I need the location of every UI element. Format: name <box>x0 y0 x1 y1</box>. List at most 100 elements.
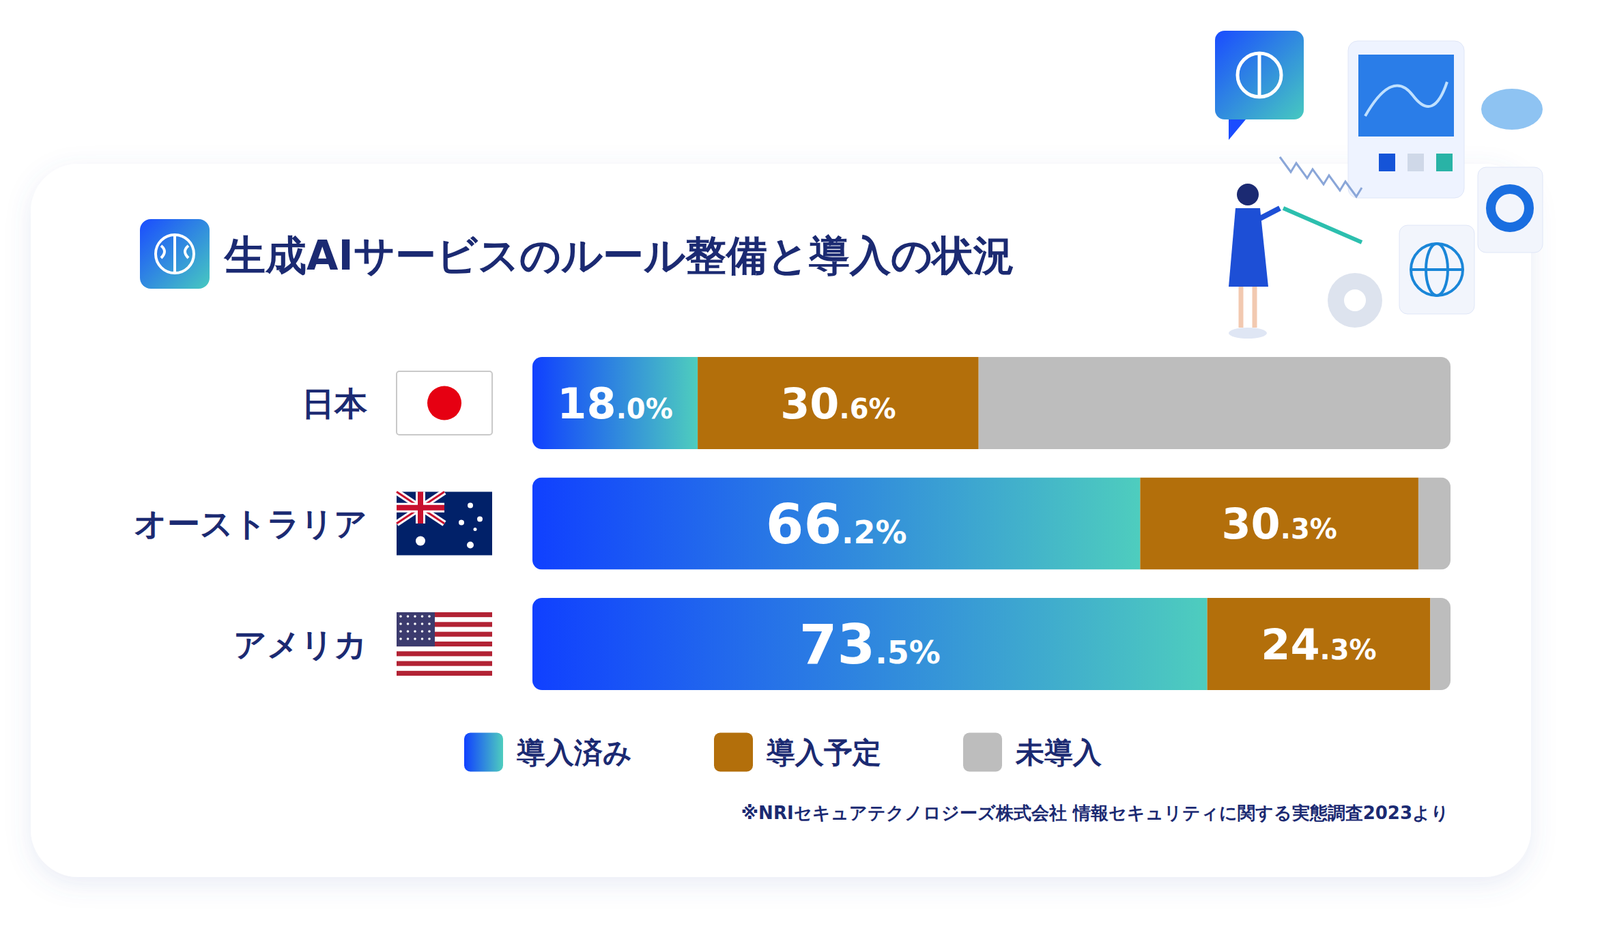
data-label-sub: .5% <box>875 634 941 671</box>
legend-label: 未導入 <box>1015 735 1103 770</box>
category-label: 日本 <box>301 384 368 423</box>
flag-star <box>427 637 431 641</box>
bar-segment <box>532 477 1140 570</box>
data-label-sub: .6% <box>838 393 896 425</box>
legend-swatch <box>713 733 753 773</box>
category-label: オーストラリア <box>133 504 368 543</box>
data-label-main: 66 <box>765 492 842 557</box>
deco-shadow <box>1228 327 1267 339</box>
flag-star <box>421 615 424 618</box>
flag-star <box>427 630 431 633</box>
bar-row <box>532 597 1451 691</box>
flag-star <box>467 503 474 509</box>
flag-star <box>406 615 410 618</box>
flag-star <box>413 615 417 618</box>
flag-star <box>458 520 465 526</box>
deco-gear <box>1344 289 1366 312</box>
deco-panel <box>1477 167 1543 253</box>
deco-person <box>1252 286 1258 328</box>
deco-key <box>1436 153 1453 172</box>
data-label-main: 24 <box>1260 619 1320 670</box>
flag <box>396 492 493 556</box>
deco-person <box>1260 208 1280 219</box>
source-note: ※NRIセキュアテクノロジーズ株式会社 情報セキュリティに関する実態調査2023… <box>741 802 1450 824</box>
bar-segment <box>978 356 1451 450</box>
flag-star <box>413 622 417 626</box>
flag-star <box>399 637 403 641</box>
deco-brain <box>1237 53 1282 97</box>
deco-bar <box>1283 208 1362 243</box>
deco-person <box>1236 183 1259 206</box>
category-label: アメリカ <box>233 625 368 664</box>
flag-star <box>406 637 410 641</box>
bar-segment <box>1430 597 1451 691</box>
flag-stripe <box>396 670 493 676</box>
title-icon-brain <box>155 234 194 274</box>
flag-field <box>396 612 493 676</box>
title-icon <box>139 219 210 289</box>
flag-cross <box>396 492 445 525</box>
data-label-main: 30 <box>780 378 839 429</box>
flag-stripe <box>396 661 493 667</box>
deco-panel <box>1348 40 1465 198</box>
bar-segment <box>532 597 1208 691</box>
card <box>30 163 1532 878</box>
bar-segment <box>1418 477 1451 570</box>
data-label: 73.5% <box>799 612 941 677</box>
deco-globe <box>1410 243 1463 296</box>
deco-line <box>1365 81 1448 117</box>
flag-star <box>406 630 410 633</box>
data-label-sub: .3% <box>1280 513 1338 545</box>
title-icon-brain <box>173 234 177 274</box>
deco-cloud <box>1481 88 1543 130</box>
flag-cross <box>417 492 424 525</box>
deco-gear <box>1327 273 1383 328</box>
flag-disc <box>427 386 462 421</box>
title: 生成AIサービスのルール整備と導入の状況 <box>223 231 1015 280</box>
flag-stripe <box>396 651 493 656</box>
flag-cross <box>396 492 445 525</box>
flag <box>396 612 493 676</box>
flag-star <box>421 630 424 633</box>
flag-star <box>466 541 474 549</box>
flag-star <box>399 615 403 618</box>
flag-field <box>396 371 493 435</box>
flag-star <box>473 527 478 532</box>
data-label: 24.3% <box>1260 619 1377 670</box>
title-icon-brain <box>161 245 189 259</box>
illustration <box>1215 30 1543 339</box>
bar-segment <box>697 356 979 450</box>
bar-row <box>532 477 1451 570</box>
flag-star <box>413 637 417 641</box>
deco-tail <box>1228 119 1246 140</box>
chart-svg: 生成AIサービスのルール整備と導入の状況18.0%30.6%66.2%30.3%… <box>0 0 1600 931</box>
data-label-main: 30 <box>1221 498 1280 549</box>
deco-brain <box>1258 53 1262 97</box>
chart-root: 生成AIサービスのルール整備と導入の状況18.0%30.6%66.2%30.3%… <box>0 0 1600 931</box>
deco-screen <box>1358 54 1454 137</box>
deco-panel <box>1215 30 1304 120</box>
bar-row <box>532 356 1451 450</box>
plot <box>532 356 1451 691</box>
deco-person <box>1238 286 1244 328</box>
deco-key <box>1407 153 1424 172</box>
flag-star <box>421 637 424 641</box>
bar-segment <box>532 356 698 450</box>
bar-segment <box>1207 597 1431 691</box>
flag-field <box>396 492 493 556</box>
flag-star <box>421 622 424 626</box>
data-label: 18.0% <box>556 378 673 429</box>
flag-canton <box>396 612 435 647</box>
data-label: 30.6% <box>780 378 896 429</box>
deco-key <box>1378 153 1396 172</box>
deco-globe <box>1410 268 1463 271</box>
bar-segment <box>1139 477 1419 570</box>
data-label-main: 18 <box>556 378 616 429</box>
legend-label: 導入予定 <box>765 735 882 770</box>
data-labels: 18.0%30.6%66.2%30.3%73.5%24.3% <box>556 378 1377 677</box>
deco-panel <box>1399 225 1475 314</box>
flag-star <box>427 622 431 626</box>
flag-star <box>399 622 403 626</box>
legend-swatch <box>963 733 1003 773</box>
flag-star <box>399 630 403 633</box>
